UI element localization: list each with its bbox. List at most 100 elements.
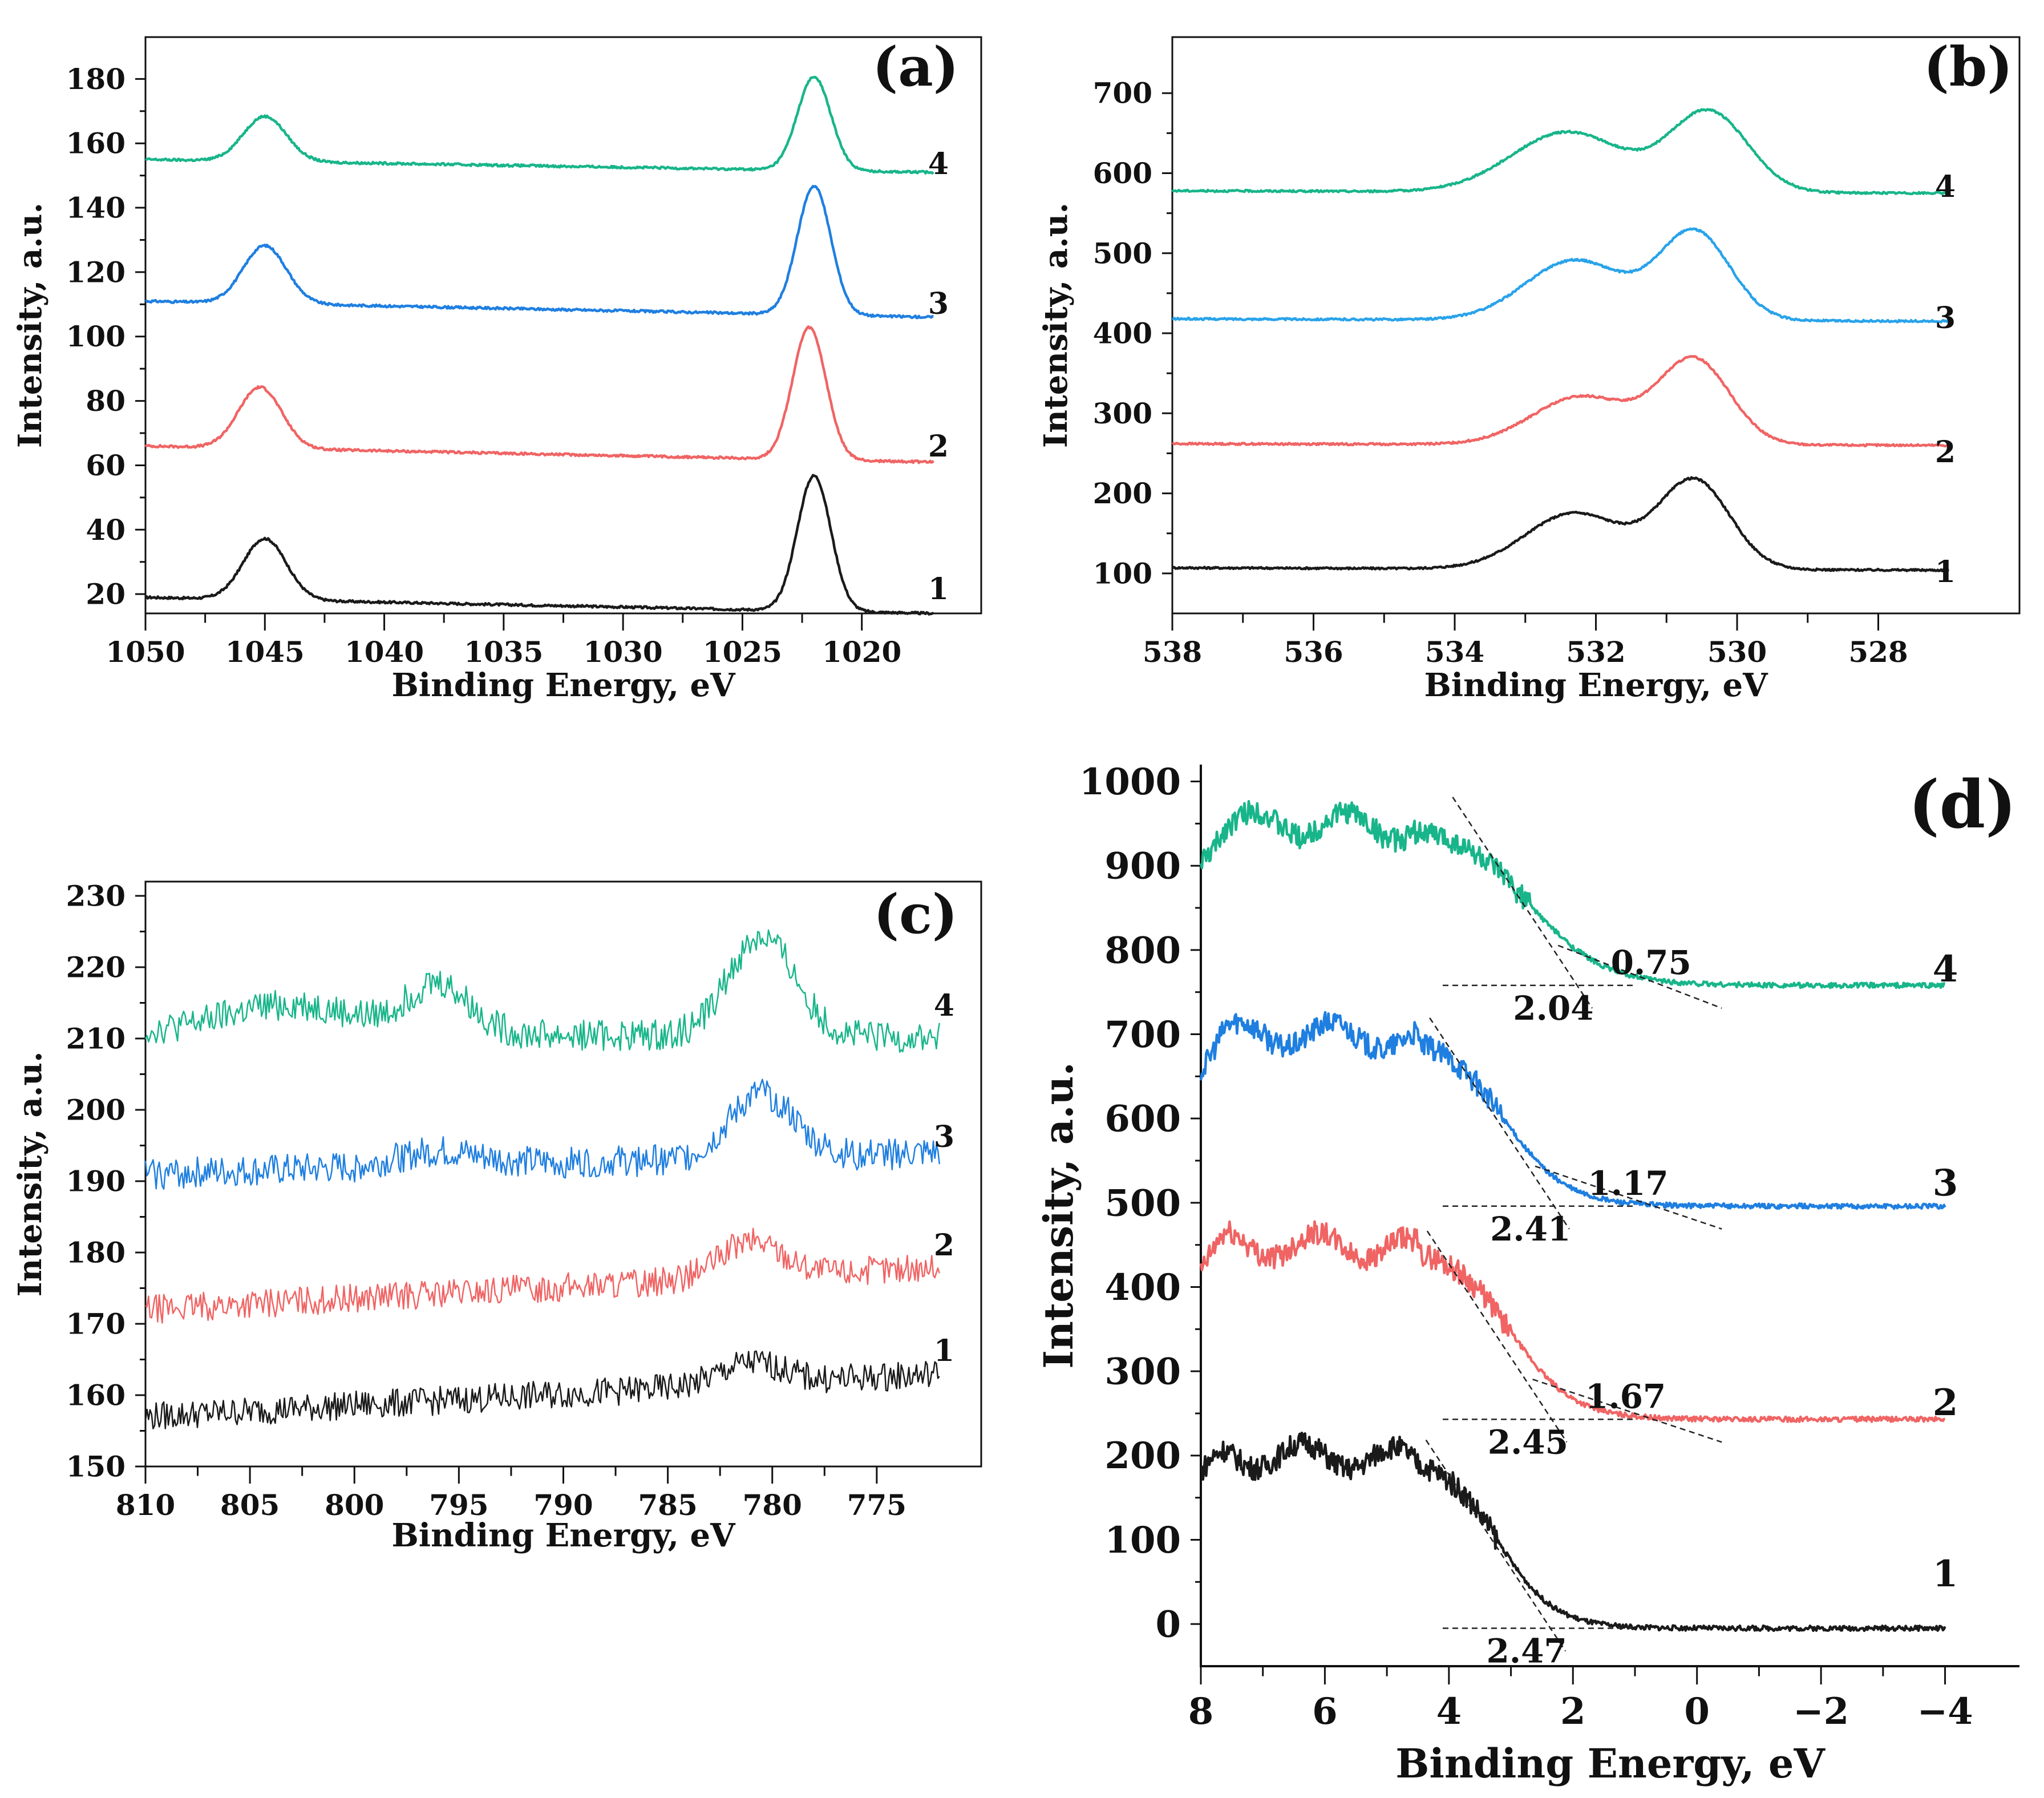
curve-label-1: 1 [928, 572, 949, 607]
panel-label: (c) [873, 883, 958, 946]
curve-label-3: 3 [1935, 301, 1956, 336]
series-1-line [144, 1350, 940, 1429]
series-1-line [1171, 476, 1949, 573]
x-tick-label: 4 [1436, 1690, 1462, 1733]
panel-b: 538 536 534 532 530 528 100 200 300 400 500 600 700 B… [1037, 35, 2021, 704]
x-axis-label: Binding Energy, eV [1395, 1740, 1826, 1787]
curve-label-3: 3 [1933, 1162, 1958, 1205]
x-tick-label: 8 [1188, 1690, 1214, 1733]
y-tick-label: 0 [1155, 1603, 1181, 1646]
tail-tangent [1557, 944, 1722, 1009]
y-tick-label: 400 [1093, 317, 1152, 350]
band-edge-value: 2.45 [1488, 1423, 1568, 1461]
y-axis-label: Intensity, a.u. [11, 1052, 49, 1297]
y-tick-label: 300 [1093, 397, 1152, 430]
y-tick-label: 500 [1093, 236, 1152, 270]
x-tick-label: 538 [1143, 635, 1202, 669]
series-3-line [1199, 1011, 1946, 1210]
y-tick-label: 200 [1104, 1435, 1181, 1477]
series-4-line [144, 929, 941, 1053]
y-tick-label: 80 [86, 384, 126, 418]
series-2-line [1172, 355, 1950, 448]
y-tick-label: 100 [1104, 1519, 1181, 1562]
x-tick-label: 530 [1707, 635, 1767, 669]
x-tick-label: −2 [1793, 1690, 1849, 1733]
y-tick-label: 150 [66, 1450, 126, 1484]
curve-label-3: 3 [928, 286, 949, 321]
y-tick-label: 120 [66, 255, 126, 289]
y-tick-label: 20 [86, 577, 126, 611]
panel-a: 1050 1045 1040 1035 1030 1025 1020 20 40 60 80 100 1… [11, 35, 982, 704]
y-axis-label: Intensity, a.u. [1037, 203, 1075, 448]
tail-intercept-value: 1.67 [1585, 1377, 1666, 1416]
curve-label-2: 2 [1933, 1381, 1958, 1424]
x-tick-label: 528 [1848, 635, 1908, 669]
y-tick-label: 230 [66, 879, 126, 913]
series-3-line [1172, 227, 1950, 324]
curve-label-4: 4 [934, 988, 954, 1023]
y-tick-label: 900 [1104, 845, 1181, 888]
y-tick-label: 160 [66, 1379, 126, 1412]
curve-label-2: 2 [1935, 435, 1956, 470]
y-tick-label: 400 [1104, 1266, 1181, 1309]
x-tick-label: 532 [1566, 635, 1625, 669]
panel-label: (a) [872, 35, 958, 99]
edge-tangent [1452, 797, 1593, 1009]
y-tick-label: 1000 [1079, 761, 1181, 803]
curve-label-3: 3 [934, 1120, 954, 1154]
curve-label-1: 1 [1933, 1553, 1958, 1595]
x-tick-label: 536 [1284, 635, 1343, 669]
y-tick-label: 140 [66, 191, 126, 225]
x-axis-label: Binding Energy, eV [391, 666, 736, 704]
edge-tangent [1426, 1230, 1568, 1443]
x-tick-label: 785 [638, 1488, 697, 1522]
tail-intercept-value: 0.75 [1611, 943, 1691, 982]
series-2-line [145, 1227, 940, 1324]
y-tick-label: 700 [1104, 1013, 1181, 1056]
y-tick-label: 200 [1093, 476, 1152, 510]
y-tick-label: 700 [1093, 76, 1152, 110]
curve-label-1: 1 [934, 1334, 954, 1368]
y-tick-label: 600 [1104, 1098, 1181, 1141]
x-tick-label: −4 [1917, 1690, 1973, 1733]
y-tick-label: 800 [1104, 929, 1181, 972]
series-2-line [1199, 1220, 1945, 1423]
y-tick-label: 600 [1093, 156, 1152, 190]
y-tick-label: 100 [66, 320, 126, 353]
x-tick-label: 795 [429, 1488, 488, 1522]
tail-intercept-value: 1.17 [1588, 1164, 1668, 1203]
y-tick-label: 210 [66, 1022, 126, 1056]
curve-label-4: 4 [1933, 948, 1958, 991]
y-axis-label: Intensity, a.u. [1035, 1062, 1082, 1368]
y-axis-label: Intensity, a.u. [11, 203, 49, 448]
x-tick-label: 780 [743, 1488, 802, 1522]
y-tick-label: 180 [66, 62, 126, 96]
series-4-line [1199, 800, 1946, 989]
curve-label-4: 4 [1935, 169, 1956, 204]
x-tick-label: 1020 [822, 635, 901, 669]
x-tick-label: 534 [1425, 635, 1484, 669]
x-tick-label: 1045 [225, 635, 305, 669]
x-tick-label: 1035 [464, 635, 543, 669]
curve-label-4: 4 [928, 147, 949, 181]
curve-label-1: 1 [1935, 555, 1956, 589]
x-tick-label: 6 [1312, 1690, 1338, 1733]
x-tick-label: 2 [1560, 1690, 1586, 1733]
axes-frame [1200, 765, 2019, 1667]
band-edge-value: 2.04 [1513, 989, 1593, 1028]
x-tick-label: 775 [847, 1488, 906, 1522]
series-3-line [145, 184, 934, 320]
series-3-line [144, 1078, 941, 1190]
y-tick-label: 200 [66, 1093, 126, 1127]
x-tick-label: 810 [116, 1488, 175, 1522]
y-tick-label: 220 [66, 951, 126, 984]
edge-tangent [1425, 1439, 1567, 1652]
y-tick-label: 190 [66, 1165, 126, 1198]
axes-frame [144, 36, 982, 615]
band-edge-value: 2.47 [1487, 1632, 1567, 1671]
y-tick-label: 500 [1104, 1182, 1181, 1225]
panel-d: 8 6 4 2 0 −2 −4 0 100 200 300 400 500 600 700 800 900 100… [1035, 761, 2019, 1787]
series-4-line [144, 75, 934, 175]
curve-label-2: 2 [928, 429, 949, 464]
